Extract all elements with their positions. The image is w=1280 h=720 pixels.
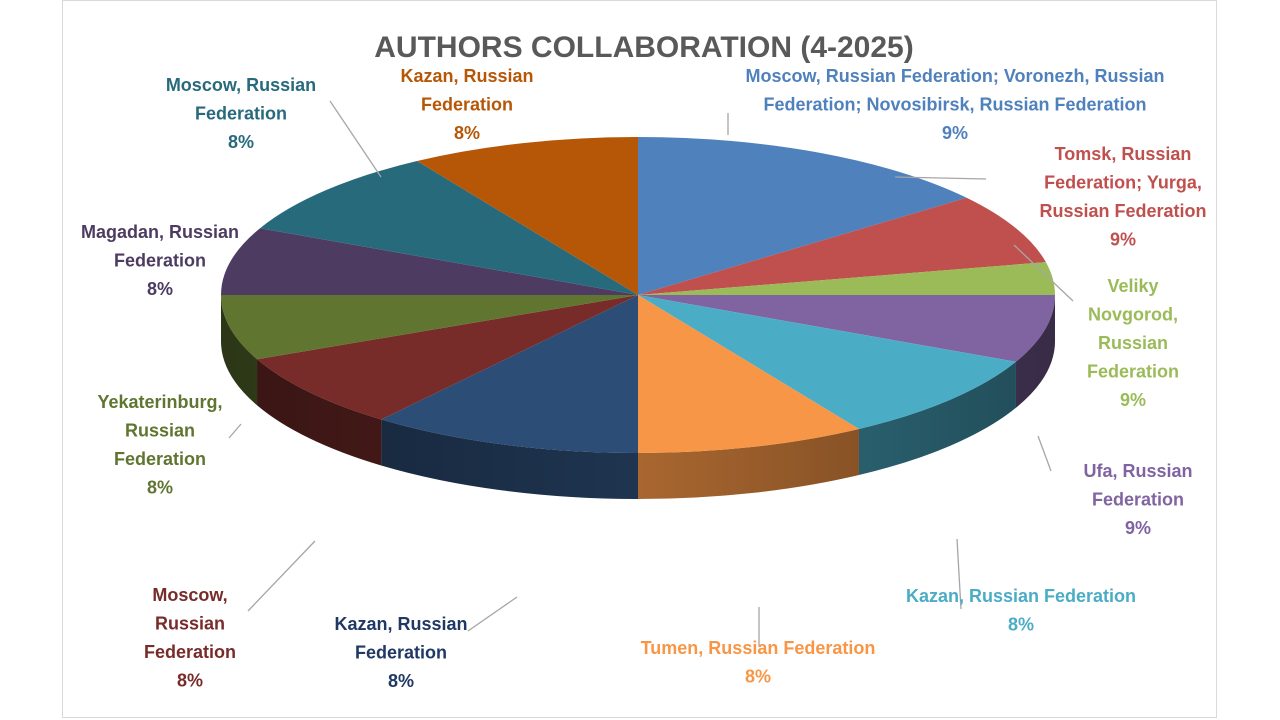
slice-label-3: Veliky Novgorod, Russian Federation 9% bbox=[1087, 276, 1179, 410]
slice-percent-7: 8% bbox=[388, 671, 414, 691]
slice-label-10: Magadan, Russian Federation 8% bbox=[81, 222, 239, 299]
slice-percent-1: 9% bbox=[942, 123, 968, 143]
slice-percent-10: 8% bbox=[147, 279, 173, 299]
leader-line-2 bbox=[894, 176, 987, 180]
pie-slice-7 bbox=[381, 295, 638, 453]
leader-lines bbox=[228, 100, 1074, 646]
leader-line-9 bbox=[228, 423, 242, 439]
slice-percent-4: 9% bbox=[1125, 518, 1151, 538]
slice-percent-5: 8% bbox=[1008, 615, 1034, 635]
pie-slice-11 bbox=[260, 161, 638, 295]
pie-sides bbox=[221, 295, 1055, 499]
slice-label-4: Ufa, Russian Federation 9% bbox=[1083, 461, 1192, 538]
pie-chart-3d: AUTHORS COLLABORATION (4-2025) Moscow, R… bbox=[81, 31, 1207, 691]
slice-label-11: Moscow, Russian Federation 8% bbox=[166, 75, 316, 152]
slice-label-8: Moscow, Russian Federation 8% bbox=[144, 585, 236, 691]
pie-slice-3 bbox=[638, 262, 1055, 295]
leader-line-4 bbox=[1037, 435, 1052, 472]
leader-line-5 bbox=[956, 538, 962, 610]
pie-slice-4 bbox=[638, 295, 1055, 362]
pie-slice-5 bbox=[638, 295, 1016, 429]
pie-slice-12 bbox=[417, 137, 638, 295]
slice-label-7: Kazan, Russian Federation 8% bbox=[334, 614, 467, 691]
slice-label-6: Tumen, Russian Federation 8% bbox=[641, 638, 876, 687]
leader-line-3 bbox=[1013, 244, 1074, 302]
slice-percent-6: 8% bbox=[745, 667, 771, 687]
slice-label-9: Yekaterinburg, Russian Federation 8% bbox=[97, 392, 222, 498]
slice-percent-8: 8% bbox=[177, 671, 203, 691]
slice-labels: Moscow, Russian Federation; Voronezh, Ru… bbox=[81, 66, 1207, 691]
pie-slice-2 bbox=[638, 197, 1046, 295]
pie-slice-8 bbox=[257, 295, 638, 420]
pie-slice-10 bbox=[221, 228, 638, 295]
slice-percent-2: 9% bbox=[1110, 230, 1136, 250]
slice-label-5: Kazan, Russian Federation 8% bbox=[906, 586, 1136, 635]
pie-slice-6 bbox=[638, 295, 859, 453]
slice-label-12: Kazan, Russian Federation 8% bbox=[400, 66, 533, 143]
pie-slice-1 bbox=[638, 137, 967, 295]
slice-percent-9: 8% bbox=[147, 478, 173, 498]
leader-line-7 bbox=[467, 596, 518, 632]
slice-label-2: Tomsk, Russian Federation; Yurga, Russian … bbox=[1039, 144, 1206, 250]
leader-line-11 bbox=[329, 100, 382, 178]
slice-percent-11: 8% bbox=[228, 132, 254, 152]
slice-label-1: Moscow, Russian Federation; Voronezh, Ru… bbox=[745, 66, 1164, 143]
pie-slice-9 bbox=[221, 295, 638, 360]
slice-percent-12: 8% bbox=[454, 123, 480, 143]
chart-frame: AUTHORS COLLABORATION (4-2025) Moscow, R… bbox=[62, 0, 1217, 718]
slice-percent-3: 9% bbox=[1120, 390, 1146, 410]
pie-tops bbox=[221, 137, 1055, 453]
leader-line-8 bbox=[247, 540, 316, 612]
chart-title: AUTHORS COLLABORATION (4-2025) bbox=[374, 31, 913, 64]
pie-side-shading bbox=[221, 295, 1055, 499]
